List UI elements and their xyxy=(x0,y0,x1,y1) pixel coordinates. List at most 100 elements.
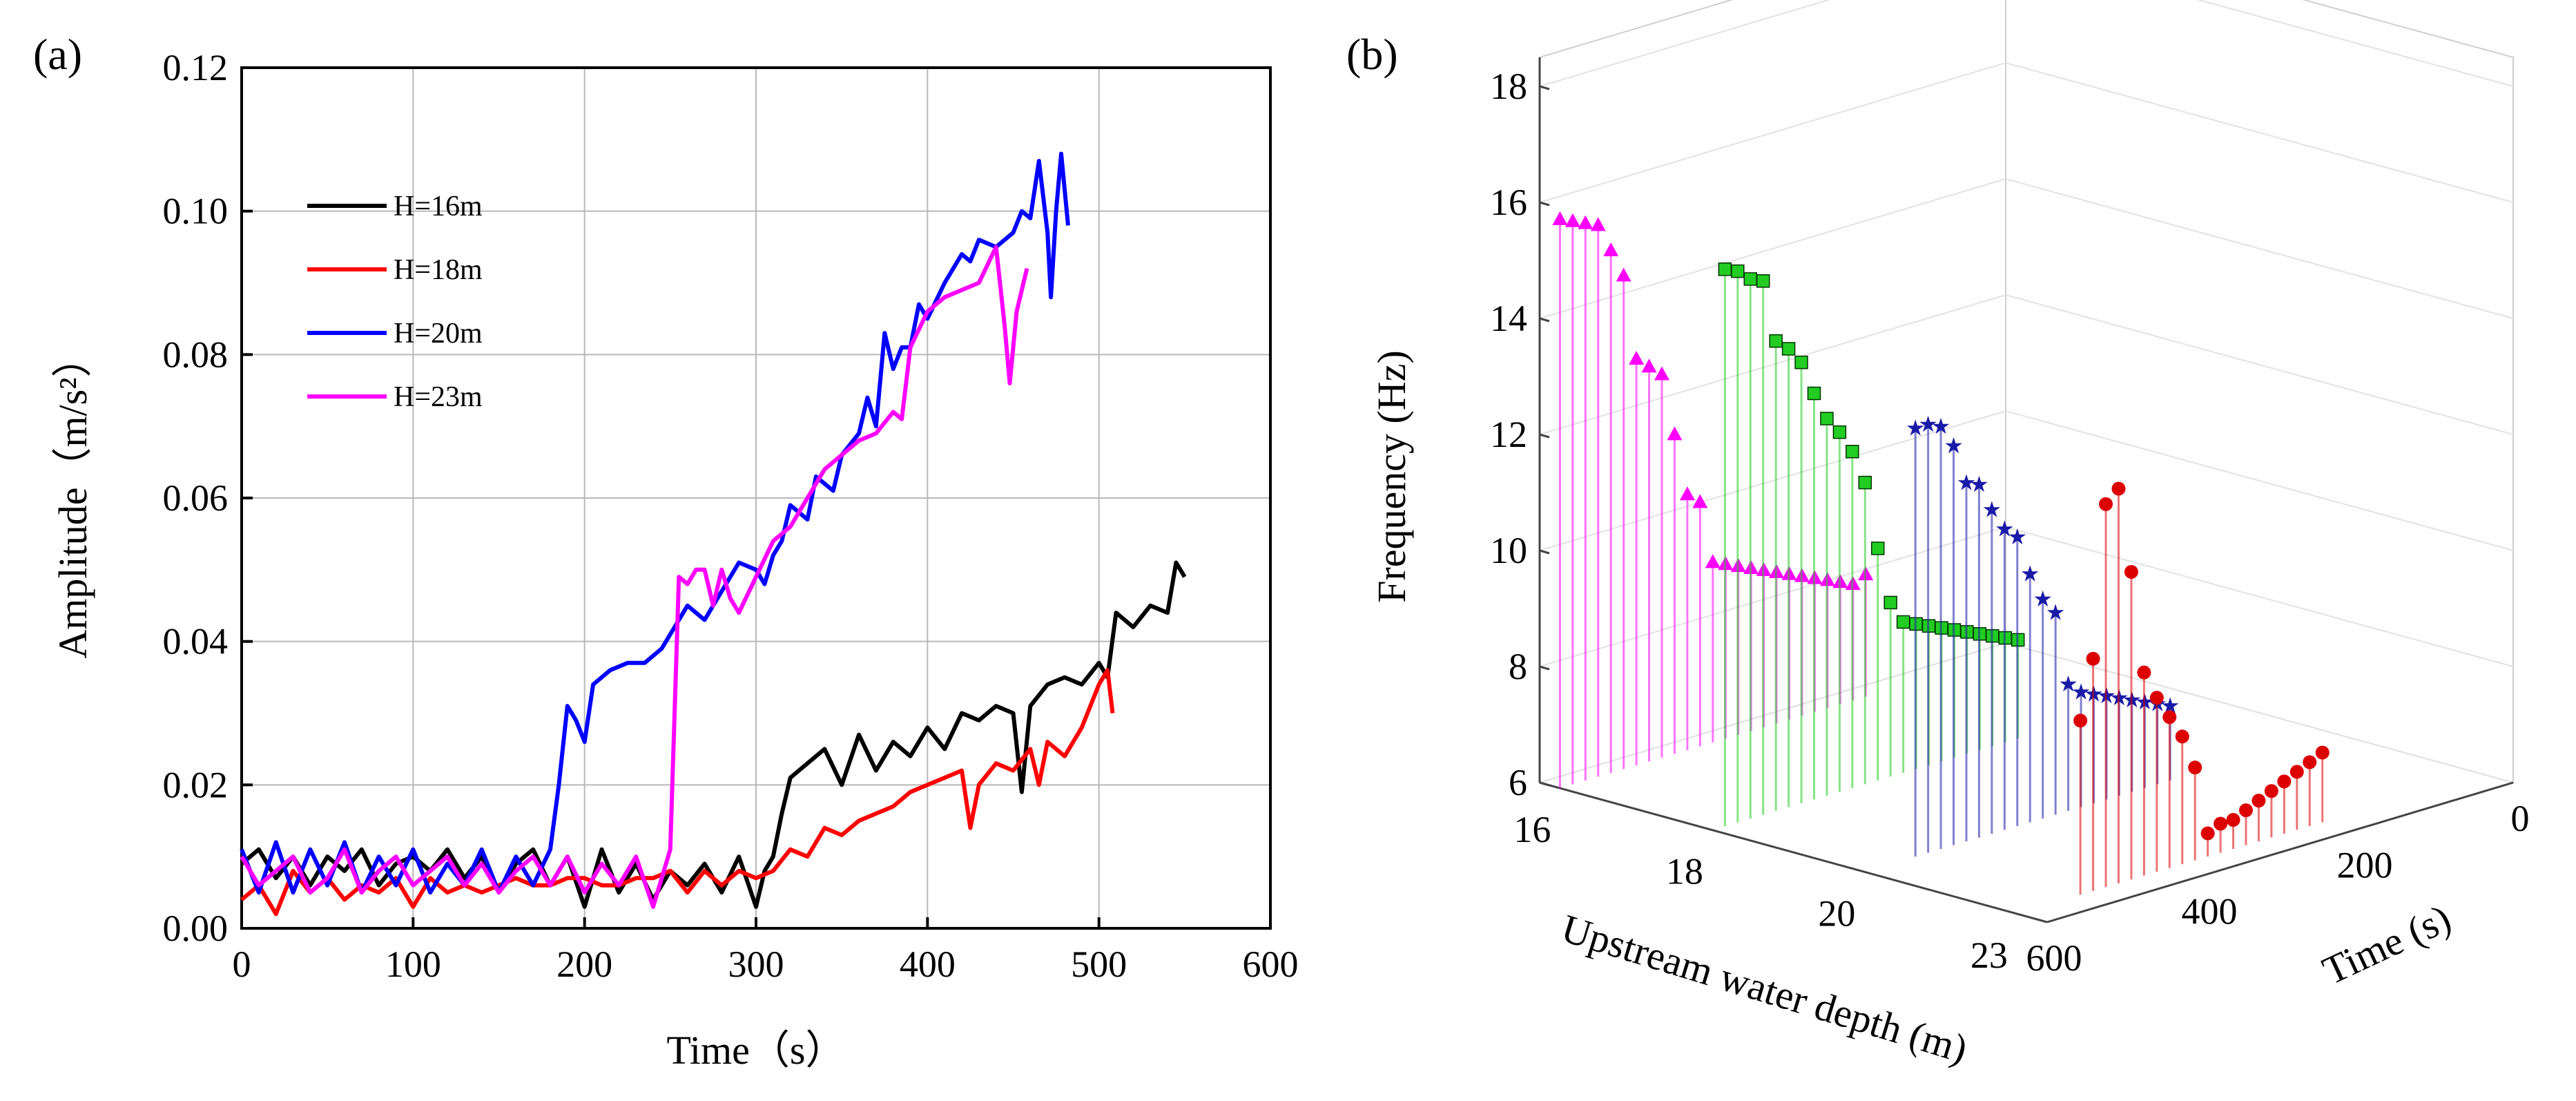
panel-b-point-marker xyxy=(2264,784,2278,798)
panel-a-y-tick-label: 0.04 xyxy=(163,621,229,662)
panel-a-series-line xyxy=(240,560,1187,909)
panel-a-grid xyxy=(242,68,1270,928)
panel-b-point-marker xyxy=(1807,386,1821,401)
panel-b-point-marker xyxy=(2188,760,2202,775)
panel-b-point-marker xyxy=(2137,665,2151,680)
panel-b-z-tick-mark xyxy=(1539,85,1550,90)
panel-b-point-marker xyxy=(1679,486,1695,501)
panel-b-point-marker xyxy=(1832,425,1847,439)
panel-b-point-marker: ★ xyxy=(1918,411,1938,437)
panel-b-point-marker xyxy=(1705,554,1721,568)
panel-b-point-marker xyxy=(2239,803,2253,818)
panel-b-grid-line xyxy=(2005,178,2514,319)
panel-b-depth-ticks: 16 18 20 23 xyxy=(1513,809,2008,976)
panel-a-series-line xyxy=(240,668,1115,917)
panel-b-point-marker xyxy=(2111,481,2126,496)
panel-b-z-tick-mark xyxy=(1539,665,1550,671)
panel-b-point-marker xyxy=(1883,595,1897,610)
panel-a-series-line xyxy=(240,245,1029,909)
panel-b-z-tick-label: 14 xyxy=(1490,298,1527,339)
panel-b-point-marker xyxy=(1552,211,1568,225)
panel-a-y-tick-label: 0.08 xyxy=(163,334,229,375)
panel-b-y-axis-label: Time (s) xyxy=(2316,895,2457,993)
panel-b-point-marker: ★ xyxy=(2058,671,2078,697)
panel-b-z-axis-label: Frequency (Hz) xyxy=(1369,350,1414,603)
panel-b-series: ★★★★★★★★★★★★★★★★★★★★★ xyxy=(1552,211,2330,895)
panel-b-z-tick-mark xyxy=(1539,201,1550,207)
panel-b-point-marker xyxy=(1565,213,1580,227)
panel-a-lines xyxy=(240,151,1187,917)
panel-b-z-tick-label: 18 xyxy=(1490,66,1527,107)
panel-b-3d-box xyxy=(1538,0,2514,923)
panel-b-depth-tick-label: 20 xyxy=(1818,892,1855,934)
panel-b-grid-line xyxy=(1539,178,2006,319)
panel-b-point-marker: ★ xyxy=(2007,524,2027,550)
panel-b-point-marker xyxy=(1718,262,1732,276)
panel-b-point-marker xyxy=(1871,542,1885,555)
panel-a-legend-label: H=16m xyxy=(394,191,483,222)
panel-b-point-marker xyxy=(2099,497,2113,511)
panel-a-y-tick-label: 0.02 xyxy=(163,764,229,805)
panel-b-grid-line xyxy=(2005,526,2514,667)
panel-a-x-ticks: 0 100 200 300 400 500 600 xyxy=(233,917,1299,985)
panel-b-point-marker xyxy=(1616,267,1631,282)
panel-b-grid-line xyxy=(1539,642,2006,783)
panel-b-z-tick-label: 12 xyxy=(1490,414,1527,455)
panel-a-x-tick-label: 600 xyxy=(1243,944,1299,985)
panel-b-point-marker xyxy=(1629,350,1645,365)
panel-b-depth-axis-line xyxy=(1539,781,2048,923)
panel-b-point-marker xyxy=(1846,444,1859,459)
panel-b-grid-line xyxy=(1539,62,2006,203)
panel-a-x-tick-label: 100 xyxy=(385,944,441,985)
panel-b-depth-tick-label: 23 xyxy=(1970,935,2008,976)
panel-b-point-marker xyxy=(1794,355,1808,370)
panel-a-x-tick-label: 500 xyxy=(1071,944,1127,985)
panel-b-grid-line xyxy=(1539,294,2006,435)
panel-b-point-marker: ★ xyxy=(1995,516,2015,542)
panel-a-y-axis-label: Amplitude（m/s²） xyxy=(50,337,95,658)
panel-b-point-marker xyxy=(2162,710,2177,725)
panel-b-depth-tick-label: 16 xyxy=(1513,809,1551,850)
panel-b-grid-line xyxy=(2005,62,2514,203)
panel-b-grid-line xyxy=(2005,642,2514,783)
panel-b-z-tick-label: 10 xyxy=(1490,530,1527,571)
panel-b-z-tick-mark xyxy=(1539,433,1550,439)
panel-b-point-marker xyxy=(1820,412,1834,425)
panel-b-point-marker xyxy=(1578,215,1594,229)
panel-b-point-marker xyxy=(1896,615,1910,629)
panel-b-point-marker xyxy=(1756,274,1770,288)
panel-b-point-marker: ★ xyxy=(1957,469,1977,495)
panel-b-point-marker: ★ xyxy=(1906,415,1926,441)
panel-b-point-marker xyxy=(1590,217,1606,231)
panel-b-point-marker xyxy=(1743,272,1757,286)
panel-b-frequency-ticks: 6 8 10 12 14 16 18 xyxy=(1490,66,1550,803)
panel-b-point-marker xyxy=(1603,242,1619,256)
panel-b-point-marker: ★ xyxy=(1931,413,1951,439)
panel-a-y-tick-label: 0.00 xyxy=(163,908,229,949)
panel-b-grid-line xyxy=(2196,0,2514,87)
panel-b-point-marker xyxy=(1667,426,1683,441)
panel-b-point-marker xyxy=(2315,745,2330,760)
panel-a: (a) 0.00 0.02 0.04 0.06 0.08 0.10 0.12 0 100 200… xyxy=(33,30,1299,1073)
panel-a-y-ticks: 0.00 0.02 0.04 0.06 0.08 0.10 0.12 xyxy=(163,47,253,949)
panel-b-point-marker xyxy=(2226,813,2240,827)
panel-b-point-marker: ★ xyxy=(2071,678,2091,705)
panel-b-wall xyxy=(1539,0,2006,784)
panel-b-point-marker xyxy=(2277,774,2292,789)
panel-a-x-tick-label: 400 xyxy=(900,944,956,985)
panel-b-time-axis-line xyxy=(2046,781,2514,923)
panel-b-time-tick-label: 400 xyxy=(2182,891,2238,932)
panel-b-z-tick-mark xyxy=(1539,549,1550,555)
panel-b-time-tick-label: 600 xyxy=(2026,937,2082,979)
panel-b-grid-line xyxy=(2005,294,2514,435)
panel-b-grid-line xyxy=(1539,0,1831,87)
panel-b-point-marker xyxy=(2251,794,2266,808)
panel-b-z-tick-label: 6 xyxy=(1509,762,1527,803)
panel-b-series-group xyxy=(2073,481,2330,895)
panel-b-time-ticks: 600 400 200 0 xyxy=(2026,798,2530,979)
panel-b-series-group xyxy=(1552,211,1874,789)
panel-b-point-marker xyxy=(2289,765,2304,779)
panel-b-point-marker: ★ xyxy=(2046,599,2066,625)
panel-b-point-marker xyxy=(1781,342,1796,356)
